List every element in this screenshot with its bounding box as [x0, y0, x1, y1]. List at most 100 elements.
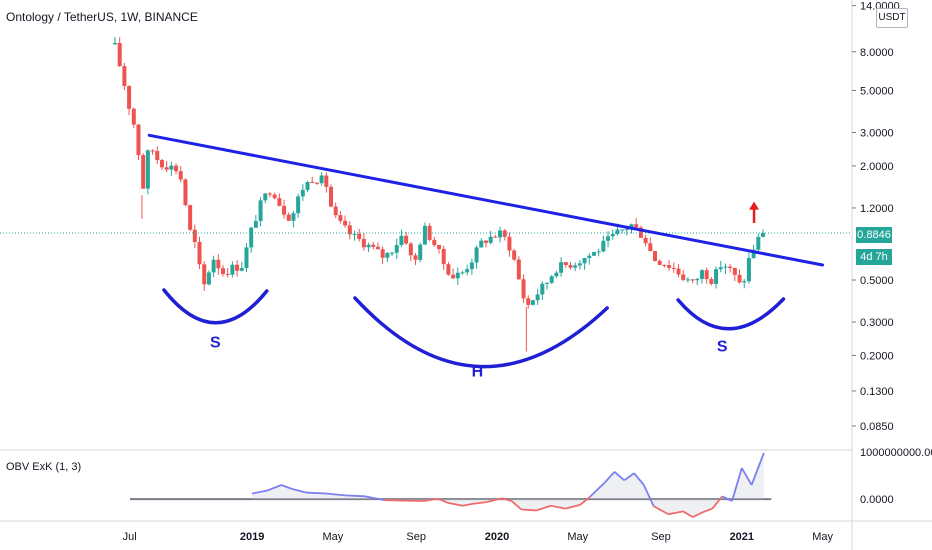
candle-body: [737, 274, 742, 283]
candle-body: [127, 86, 132, 109]
candle-body: [474, 247, 479, 263]
candle-body: [723, 266, 728, 268]
candle-body: [643, 237, 648, 244]
candle-body: [704, 270, 709, 280]
candle-body: [465, 269, 470, 273]
right-shoulder-arc: [676, 297, 786, 331]
candle-body: [662, 264, 667, 266]
candle-body: [305, 182, 310, 190]
obv-line-segment: [364, 495, 385, 501]
price-tick-label: 8.0000: [860, 47, 894, 59]
price-tick-label: 3.0000: [860, 128, 894, 140]
price-tick-label: 0.0850: [860, 421, 894, 433]
candle-body: [521, 279, 526, 299]
candle-body: [699, 270, 704, 279]
candle-body: [446, 264, 451, 275]
candle-body: [469, 262, 474, 270]
candle-body: [413, 255, 418, 260]
candle-body: [728, 266, 733, 268]
candle-body: [540, 283, 545, 295]
price-tick-label: 1.2000: [860, 203, 894, 215]
obv-indicator-label[interactable]: OBV ExK (1, 3): [6, 461, 82, 473]
candle-body: [216, 259, 221, 269]
obv-line-segment: [486, 497, 503, 503]
candle-body: [577, 263, 582, 266]
obv-line-segment: [305, 491, 326, 495]
head-shoulders-pattern: S H S: [162, 201, 786, 380]
candle-body: [638, 227, 643, 238]
candle-body: [347, 225, 352, 235]
obv-line-segment: [447, 502, 463, 507]
time-tick-label: May: [323, 531, 344, 543]
candle-body: [545, 282, 550, 284]
candle-body: [239, 268, 244, 271]
candle-body: [244, 247, 249, 269]
candle-body: [404, 235, 409, 244]
candle-body: [159, 160, 164, 168]
trendline-layer: [147, 133, 825, 267]
price-tick-label: 0.5000: [860, 275, 894, 287]
candle-body: [333, 206, 338, 216]
candle-body: [751, 249, 756, 259]
price-tick-label: 5.0000: [860, 85, 894, 97]
candle-body: [535, 294, 540, 301]
obv-line-segment: [604, 471, 616, 484]
candle-body: [422, 225, 427, 245]
candle-body: [192, 229, 197, 242]
obv-line-segment: [750, 452, 765, 486]
candle-body: [211, 259, 216, 273]
candle-body: [319, 175, 324, 184]
obv-line-segment: [291, 487, 307, 494]
candle-body: [230, 264, 235, 275]
obv-line-segment: [682, 510, 694, 518]
candle-body: [606, 236, 611, 241]
candle-body: [155, 150, 160, 161]
candle-body: [601, 240, 606, 252]
candle-body: [235, 264, 240, 271]
candle-body: [507, 236, 512, 251]
candle-body: [657, 260, 662, 265]
candle-body: [150, 150, 155, 152]
obv-line-segment: [731, 467, 743, 502]
candle-body: [291, 213, 296, 221]
candle-body: [587, 255, 592, 259]
candle-body: [249, 227, 254, 248]
candle-body: [145, 150, 150, 189]
time-tick-label: 2019: [240, 531, 264, 543]
candle-body: [375, 246, 380, 250]
candle-body: [563, 262, 568, 266]
obv-line-segment: [472, 501, 488, 505]
candle-body: [258, 200, 263, 222]
currency-badge[interactable]: USDT: [876, 8, 908, 28]
candle-body: [488, 236, 493, 243]
candle-body: [437, 244, 442, 249]
candle-body: [432, 239, 437, 245]
candle-body: [634, 224, 639, 228]
obv-line-segment: [702, 507, 713, 514]
obv-line-segment: [501, 497, 512, 502]
candle-body: [483, 240, 488, 243]
candle-body: [206, 272, 211, 285]
candle-body: [681, 274, 686, 280]
chart-title: Ontology / TetherUS, 1W, BINANCE: [6, 10, 198, 24]
obv-line-segment: [643, 484, 655, 507]
head-label: H: [472, 363, 484, 380]
candle-body: [479, 240, 484, 248]
time-tick-label: 2020: [485, 531, 509, 543]
time-tick-label: May: [567, 531, 588, 543]
time-tick-label: Sep: [406, 531, 426, 543]
bar-countdown-badge: 4d 7h: [856, 249, 892, 265]
candle-body: [366, 244, 371, 248]
obv-line-segment: [623, 472, 635, 482]
candle-body: [169, 165, 174, 170]
candle-body: [610, 233, 615, 237]
candle-body: [690, 279, 695, 281]
candle-body: [695, 278, 700, 281]
time-tick-label: 2021: [730, 531, 754, 543]
candle-body: [441, 248, 446, 265]
time-tick-label: Sep: [651, 531, 671, 543]
left-shoulder-label: S: [210, 335, 221, 352]
candle-body: [380, 249, 385, 258]
candle-body: [460, 272, 465, 274]
